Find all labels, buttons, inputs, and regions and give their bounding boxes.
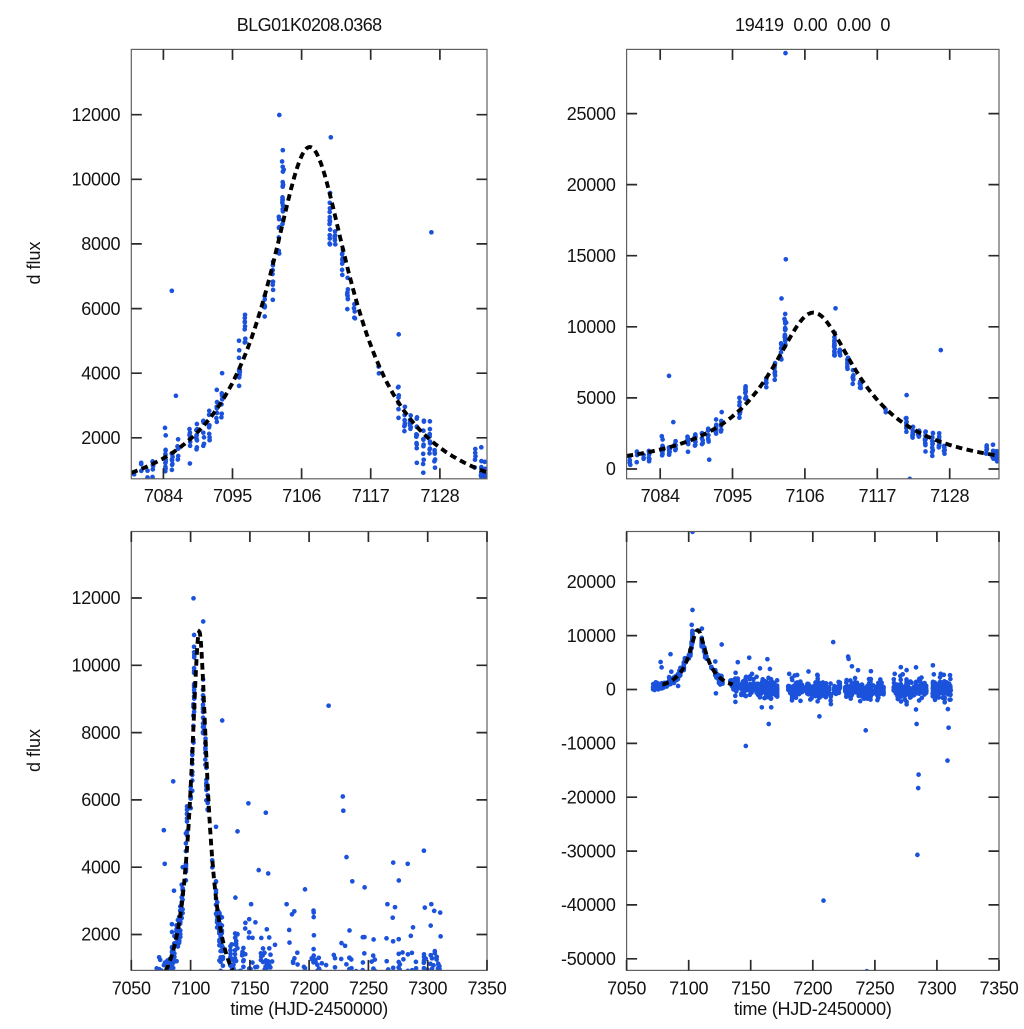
svg-text:12000: 12000 (71, 588, 120, 608)
svg-text:7350: 7350 (467, 979, 506, 999)
svg-text:7250: 7250 (349, 979, 388, 999)
svg-text:7106: 7106 (282, 486, 321, 506)
svg-text:8000: 8000 (81, 723, 120, 743)
svg-text:7350: 7350 (979, 979, 1018, 999)
svg-text:-20000: -20000 (561, 787, 616, 807)
svg-text:10000: 10000 (71, 656, 120, 676)
svg-text:7200: 7200 (290, 979, 329, 999)
svg-text:2000: 2000 (81, 925, 120, 945)
svg-text:12000: 12000 (71, 105, 120, 125)
svg-text:7095: 7095 (213, 486, 252, 506)
svg-text:19419 0.00 0.00 0: 19419 0.00 0.00 0 (735, 15, 890, 35)
svg-text:-40000: -40000 (561, 895, 616, 915)
svg-text:8000: 8000 (81, 234, 120, 254)
svg-text:7128: 7128 (930, 486, 969, 506)
svg-text:7117: 7117 (352, 486, 390, 506)
svg-text:7050: 7050 (112, 979, 151, 999)
svg-text:7300: 7300 (408, 979, 447, 999)
svg-text:2000: 2000 (81, 428, 120, 448)
svg-text:6000: 6000 (81, 299, 120, 319)
svg-text:7050: 7050 (607, 979, 646, 999)
svg-text:15000: 15000 (567, 246, 616, 266)
svg-text:time (HJD-2450000): time (HJD-2450000) (734, 999, 892, 1019)
svg-text:4000: 4000 (81, 363, 120, 383)
svg-text:7150: 7150 (731, 979, 770, 999)
svg-text:7100: 7100 (171, 979, 210, 999)
svg-text:0: 0 (606, 680, 616, 700)
svg-text:time (HJD-2450000): time (HJD-2450000) (230, 999, 388, 1019)
svg-text:7150: 7150 (230, 979, 269, 999)
svg-text:7095: 7095 (713, 486, 752, 506)
svg-text:20000: 20000 (567, 572, 616, 592)
svg-text:-10000: -10000 (561, 734, 616, 754)
svg-text:7250: 7250 (855, 979, 894, 999)
svg-text:d flux: d flux (24, 241, 44, 284)
svg-text:-30000: -30000 (561, 841, 616, 861)
svg-text:20000: 20000 (567, 175, 616, 195)
svg-text:7106: 7106 (785, 486, 824, 506)
svg-text:7084: 7084 (641, 486, 680, 506)
svg-text:0: 0 (606, 459, 616, 479)
svg-text:7300: 7300 (917, 979, 956, 999)
svg-text:25000: 25000 (567, 104, 616, 124)
svg-text:7100: 7100 (669, 979, 708, 999)
svg-text:10000: 10000 (567, 317, 616, 337)
svg-text:5000: 5000 (577, 388, 616, 408)
svg-text:6000: 6000 (81, 790, 120, 810)
svg-text:7084: 7084 (144, 486, 183, 506)
svg-text:7128: 7128 (420, 486, 459, 506)
svg-text:d flux: d flux (24, 729, 44, 772)
svg-text:10000: 10000 (567, 626, 616, 646)
svg-text:-50000: -50000 (561, 949, 616, 969)
svg-text:7200: 7200 (793, 979, 832, 999)
svg-text:BLG01K0208.0368: BLG01K0208.0368 (237, 15, 382, 35)
svg-text:7117: 7117 (858, 486, 896, 506)
svg-text:4000: 4000 (81, 857, 120, 877)
svg-text:10000: 10000 (71, 170, 120, 190)
